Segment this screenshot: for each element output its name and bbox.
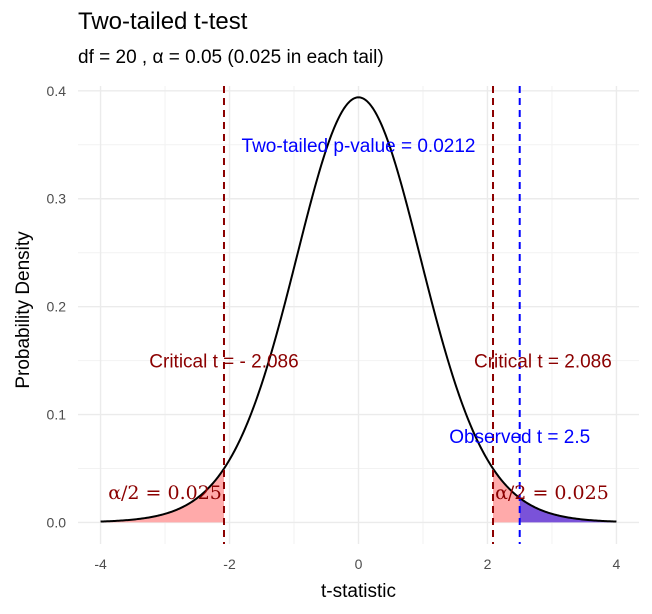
chart-subtitle: df = 20 , α = 0.05 (0.025 in each tail) — [78, 47, 384, 68]
y-tick-label: 0.0 — [47, 514, 67, 530]
x-tick-label: -2 — [223, 556, 236, 572]
alpha-right-label: α/2 = 0.025 — [495, 482, 609, 504]
right-tail-area — [493, 468, 520, 523]
observed-tail-area — [519, 497, 617, 523]
reference-lines — [222, 86, 521, 544]
x-tick-label: -4 — [94, 556, 107, 572]
y-tick-label: 0.4 — [47, 83, 67, 99]
density-curve-group — [100, 96, 617, 523]
y-tick-label: 0.3 — [47, 191, 67, 207]
critical-right-label: Critical t = 2.086 — [474, 352, 612, 373]
axis-ticks: -4 -2 0 2 4 0.0 0.1 0.2 0.3 0.4 — [47, 83, 621, 572]
x-axis-title: t-statistic — [321, 581, 396, 602]
x-tick-label: 4 — [613, 556, 621, 572]
p-value-label: Two-tailed p-value = 0.0212 — [242, 136, 476, 157]
density-curve — [100, 96, 617, 523]
grid — [78, 86, 639, 544]
annotations: Two-tailed p-value = 0.0212 Critical t = … — [108, 136, 612, 504]
tail-fills — [100, 468, 617, 523]
critical-left-label: Critical t = - 2.086 — [149, 352, 298, 373]
alpha-left-label: α/2 = 0.025 — [108, 482, 222, 504]
x-tick-label: 2 — [484, 556, 492, 572]
y-tick-label: 0.2 — [47, 299, 67, 315]
observed-label: Observed t = 2.5 — [449, 427, 590, 448]
left-tail-area — [100, 468, 224, 523]
x-tick-label: 0 — [355, 556, 363, 572]
chart-title: Two-tailed t-test — [78, 8, 248, 35]
y-axis-title: Probability Density — [13, 231, 34, 389]
y-tick-label: 0.1 — [47, 407, 67, 423]
